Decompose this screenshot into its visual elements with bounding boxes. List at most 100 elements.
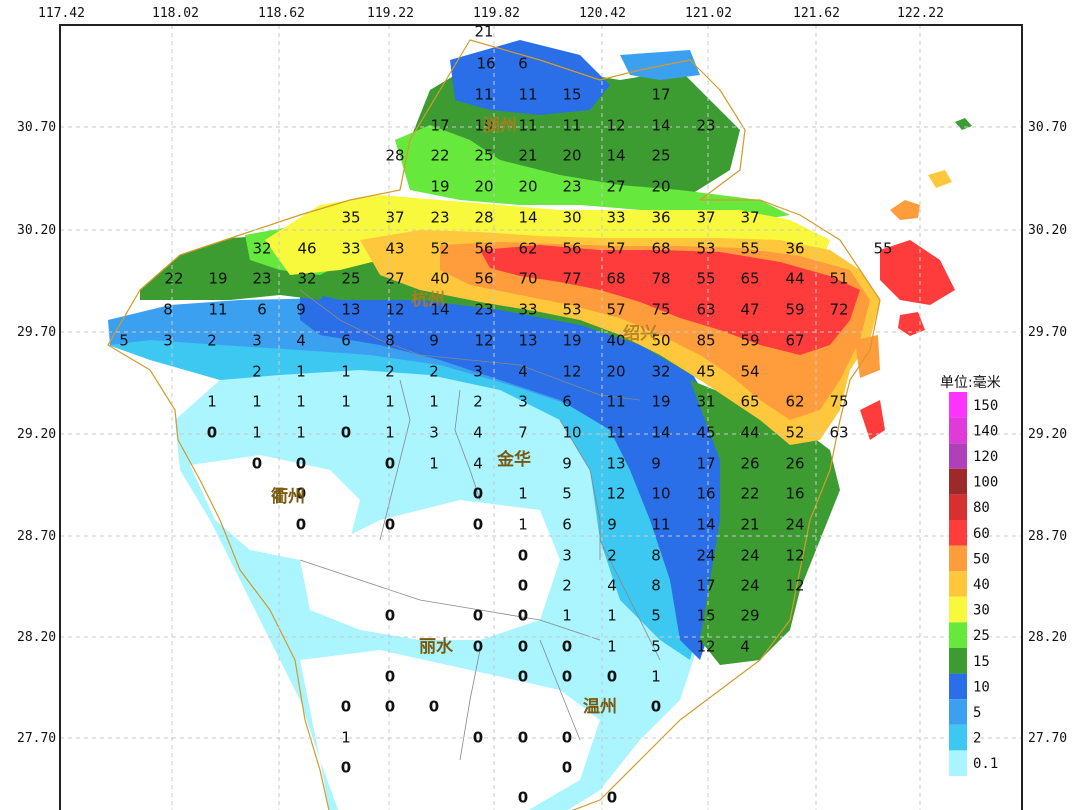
lon-tick: 121.02 [685, 6, 732, 21]
station-value: 1 [518, 516, 528, 534]
station-value: 1 [296, 424, 306, 442]
station-value: 0 [473, 638, 483, 656]
station-value: 37 [385, 209, 404, 227]
station-value: 1 [252, 424, 262, 442]
station-value: 55 [740, 240, 759, 258]
station-value: 4 [740, 638, 750, 656]
map-frame-border [59, 24, 1023, 810]
precipitation-shading [108, 40, 972, 810]
station-value: 0 [296, 516, 306, 534]
station-value: 0 [518, 547, 528, 565]
station-value: 23 [474, 301, 493, 319]
station-value: 21 [474, 23, 493, 41]
legend-label: 100 [973, 475, 998, 491]
station-value: 43 [385, 240, 404, 258]
station-value: 0 [207, 424, 217, 442]
station-value: 3 [562, 547, 572, 565]
legend-label: 140 [973, 423, 998, 439]
longitude-axis-top: 117.42 118.02 118.62 119.22 119.82 120.4… [38, 6, 944, 21]
station-value: 11 [474, 86, 493, 104]
station-value: 9 [296, 301, 306, 319]
station-value: 33 [341, 240, 360, 258]
station-value: 44 [740, 424, 759, 442]
station-value: 63 [696, 301, 715, 319]
station-value: 36 [651, 209, 670, 227]
station-value: 31 [696, 393, 715, 411]
station-value: 65 [740, 393, 759, 411]
station-value: 78 [651, 270, 670, 288]
station-value: 19 [474, 117, 493, 135]
lat-tick: 30.20 [17, 223, 56, 238]
station-value: 0 [385, 698, 395, 716]
city-label-quzhou: 衢州 [271, 486, 305, 507]
city-boundaries [299, 289, 661, 761]
station-value: 24 [696, 547, 715, 565]
station-value: 1 [296, 363, 306, 381]
station-value: 23 [696, 117, 715, 135]
station-value: 0 [429, 698, 439, 716]
station-value: 0 [473, 607, 483, 625]
city-label-lishui: 丽水 [419, 636, 454, 657]
station-value: 32 [297, 270, 316, 288]
station-value: 0 [473, 485, 483, 503]
station-value: 57 [606, 240, 625, 258]
legend-swatch [949, 520, 967, 546]
station-value: 0 [607, 668, 617, 686]
station-value: 15 [562, 86, 581, 104]
legend-swatch [949, 443, 967, 469]
lat-tick: 28.20 [17, 630, 56, 645]
station-value: 11 [651, 516, 670, 534]
station-value: 26 [785, 455, 804, 473]
legend-swatch [949, 571, 967, 597]
station-value: 25 [341, 270, 360, 288]
zone-zero-south [300, 650, 600, 810]
station-value: 0 [252, 455, 262, 473]
station-value: 28 [474, 209, 493, 227]
station-value: 22 [164, 270, 183, 288]
lon-tick: 119.82 [473, 6, 520, 21]
station-value: 20 [474, 178, 493, 196]
station-value: 6 [562, 393, 572, 411]
station-value: 37 [696, 209, 715, 227]
island-4 [898, 312, 925, 336]
station-value: 1 [296, 393, 306, 411]
station-value: 16 [696, 485, 715, 503]
station-value: 14 [696, 516, 715, 534]
station-value: 13 [606, 455, 625, 473]
station-value: 17 [430, 117, 449, 135]
legend-label: 10 [973, 679, 990, 695]
station-value: 17 [651, 86, 670, 104]
legend-label: 40 [973, 577, 990, 593]
station-value: 2 [473, 393, 483, 411]
latitude-axis-left: 30.70 30.20 29.70 29.20 28.70 28.20 27.7… [17, 120, 56, 746]
station-value: 4 [296, 332, 306, 350]
station-value: 1 [607, 607, 617, 625]
station-value: 13 [518, 332, 537, 350]
station-value: 0 [473, 516, 483, 534]
legend-swatch [949, 417, 967, 444]
station-value: 0 [607, 789, 617, 807]
lat-tick: 29.70 [1028, 325, 1067, 340]
station-value: 85 [696, 332, 715, 350]
station-value: 2 [207, 332, 217, 350]
station-value: 6 [257, 301, 267, 319]
legend-label: 80 [973, 500, 990, 516]
station-value: 3 [252, 332, 262, 350]
legend-label: 60 [973, 526, 990, 542]
lon-tick: 119.22 [367, 6, 414, 21]
station-value: 52 [785, 424, 804, 442]
station-value: 12 [474, 332, 493, 350]
station-value: 0 [518, 668, 528, 686]
station-value: 21 [740, 516, 759, 534]
station-value: 50 [651, 332, 670, 350]
station-value: 12 [562, 363, 581, 381]
station-value: 75 [651, 301, 670, 319]
station-value: 24 [740, 577, 759, 595]
legend-label: 5 [973, 705, 981, 721]
legend-swatch [949, 596, 967, 623]
station-value: 68 [651, 240, 670, 258]
station-value: 32 [651, 363, 670, 381]
island-5 [855, 335, 880, 378]
station-value: 15 [696, 607, 715, 625]
legend-label: 0.1 [973, 756, 998, 772]
